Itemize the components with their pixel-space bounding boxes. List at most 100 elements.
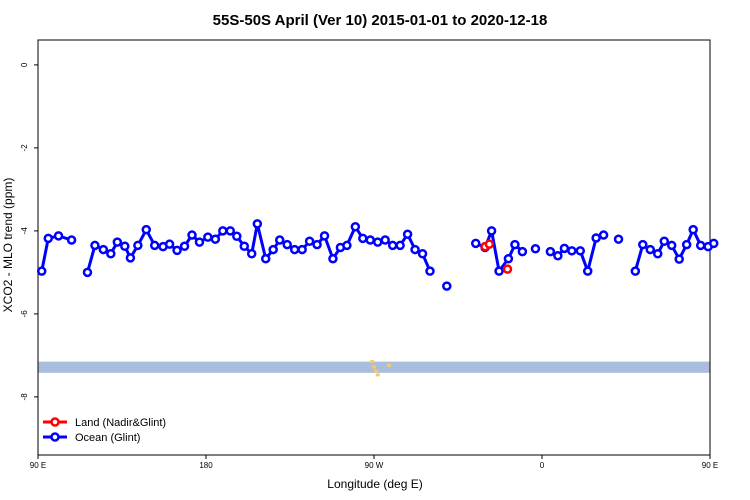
- series-ocean-point-18: [187, 230, 197, 240]
- series-land-point-1: [484, 239, 495, 249]
- series-ocean-point-20: [203, 232, 213, 242]
- x-tick-label-1: 180: [199, 461, 213, 470]
- series-ocean-point-12: [141, 224, 152, 235]
- series-ocean-point-78: [695, 240, 706, 251]
- series-ocean-point-5: [90, 240, 100, 251]
- legend: Land (Nadir&Glint) Ocean (Glint): [43, 417, 166, 444]
- series-ocean-point-74: [666, 240, 677, 251]
- land-mark-2: [373, 369, 378, 373]
- x-axis-label: Longitude (deg E): [327, 477, 422, 491]
- series-ocean-point-47: [402, 229, 413, 239]
- series-ocean-point-39: [342, 240, 352, 251]
- series-ocean-point-63: [567, 246, 577, 256]
- series-ocean-point-48: [410, 244, 420, 255]
- series-ocean-point-56: [503, 253, 514, 264]
- series-ocean-point-22: [218, 226, 228, 236]
- series-layer: [36, 219, 719, 291]
- series-ocean-point-43: [372, 237, 383, 247]
- series-ocean-point-1: [43, 233, 54, 244]
- series-ocean-point-55: [494, 266, 504, 276]
- y-axis-label: XCO2 - MLO trend (ppm): [1, 178, 15, 313]
- series-ocean-point-65: [582, 266, 593, 276]
- series-ocean-point-26: [246, 248, 257, 259]
- series-land: [480, 239, 513, 274]
- x-tick-label-4: 90 E: [702, 461, 718, 470]
- series-ocean-point-15: [164, 239, 175, 249]
- series-ocean-point-49: [417, 248, 428, 259]
- series-ocean-point-27: [252, 219, 263, 229]
- series-ocean-point-46: [395, 240, 405, 251]
- y-tick-label-3: -6: [20, 310, 29, 318]
- legend-marker-land: [50, 417, 60, 427]
- chart-title: 55S-50S April (Ver 10) 2015-01-01 to 202…: [213, 12, 548, 29]
- series-ocean-point-41: [358, 233, 368, 244]
- series-ocean-point-8: [112, 237, 123, 247]
- legend-item-land: Land (Nadir&Glint): [43, 417, 166, 429]
- legend-item-ocean: Ocean (Glint): [43, 432, 140, 444]
- y-ticks: 0 -2 -4 -6 -8: [20, 62, 38, 400]
- series-ocean-point-62: [559, 243, 570, 254]
- series-ocean-point-11: [133, 240, 143, 251]
- series-ocean-point-70: [638, 239, 648, 250]
- series-ocean-point-51: [442, 281, 452, 291]
- y-tick-label-2: -4: [20, 227, 29, 235]
- series-ocean-point-57: [510, 239, 520, 250]
- x-tick-label-2: 90 W: [365, 461, 384, 470]
- x-tick-label-0: 90 E: [30, 461, 46, 470]
- series-ocean-point-66: [591, 233, 601, 243]
- series-ocean-point-37: [328, 253, 338, 264]
- series-ocean-point-36: [319, 231, 330, 241]
- series-ocean-point-73: [659, 236, 670, 247]
- land-marks-layer: [370, 360, 391, 377]
- series-ocean-point-58: [517, 246, 528, 257]
- series-ocean-point-61: [553, 251, 563, 261]
- series-ocean-point-71: [645, 244, 656, 255]
- series-ocean-point-7: [106, 248, 116, 259]
- series-ocean-point-64: [575, 246, 586, 256]
- series-ocean-point-75: [674, 254, 684, 264]
- series-ocean-point-44: [380, 235, 390, 245]
- series-ocean-point-31: [282, 239, 292, 250]
- series-ocean-point-25: [239, 241, 250, 252]
- series-ocean-point-50: [425, 266, 435, 276]
- series-ocean-point-77: [688, 224, 698, 235]
- series-ocean-point-72: [652, 248, 663, 259]
- y-tick-label-0: 0: [20, 62, 29, 67]
- y-tick-label-4: -8: [20, 393, 29, 401]
- series-ocean-point-40: [350, 222, 361, 232]
- series-ocean-point-17: [179, 241, 190, 252]
- land-mark-3: [375, 373, 380, 377]
- series-ocean-line-0: [40, 234, 73, 272]
- x-tick-label-3: 0: [540, 461, 545, 470]
- land-mark-1: [372, 365, 376, 369]
- series-ocean-point-13: [149, 240, 160, 251]
- series-land-point-2: [502, 264, 513, 274]
- series-ocean-point-28: [260, 253, 271, 264]
- land-mark-0: [370, 360, 375, 364]
- series-ocean-point-4: [82, 267, 93, 278]
- series-ocean-point-42: [365, 235, 376, 245]
- series-ocean-point-68: [613, 234, 624, 244]
- series-ocean-point-23: [225, 226, 236, 236]
- series-ocean-point-33: [297, 244, 307, 255]
- series-ocean-point-35: [312, 239, 322, 250]
- y-tick-label-1: -2: [20, 144, 29, 152]
- legend-marker-ocean: [50, 432, 60, 442]
- series-ocean-point-21: [210, 234, 221, 244]
- series-ocean-point-6: [98, 244, 109, 255]
- series-ocean-point-67: [598, 230, 609, 240]
- series-ocean-point-2: [53, 231, 64, 241]
- series-ocean-point-45: [387, 240, 398, 251]
- series-ocean: [36, 219, 719, 291]
- series-ocean-point-10: [125, 253, 136, 263]
- series-ocean-point-29: [268, 244, 278, 255]
- legend-label-ocean: Ocean (Glint): [75, 432, 140, 444]
- series-ocean-point-60: [545, 246, 556, 257]
- series-ocean-point-16: [172, 245, 182, 256]
- series-ocean-point-76: [681, 239, 692, 250]
- series-ocean-point-30: [274, 235, 285, 245]
- legend-label-land: Land (Nadir&Glint): [75, 417, 166, 429]
- x-ticks: 90 E 180 90 W 0 90 E: [30, 455, 718, 470]
- series-ocean-point-19: [194, 237, 205, 247]
